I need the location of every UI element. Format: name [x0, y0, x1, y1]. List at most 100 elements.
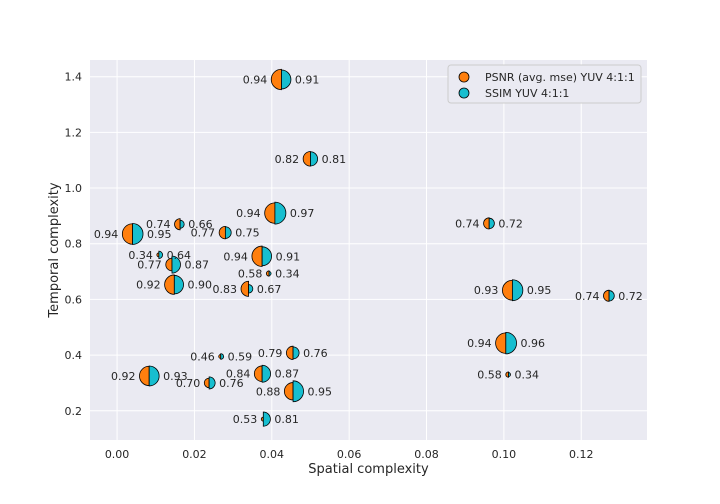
ssim-half-marker	[292, 346, 300, 360]
data-point	[603, 289, 615, 302]
x-tick-label: 0.12	[569, 448, 594, 461]
ssim-half-marker	[171, 255, 181, 274]
legend-psnr-marker	[458, 71, 470, 83]
y-tick-label: 0.8	[65, 238, 83, 251]
ssim-half-marker	[224, 226, 232, 239]
data-point	[240, 280, 254, 297]
ssim-value-label: 0.91	[295, 73, 320, 86]
data-labels: 0.94 0.910.82 0.810.94 0.950.74 0.660.94 0.97…	[94, 73, 643, 426]
ssim-half-marker	[262, 411, 271, 427]
psnr-half-marker	[174, 218, 181, 231]
psnr-half-marker	[139, 365, 150, 387]
x-tick-label: 0.02	[182, 448, 207, 461]
data-point	[260, 411, 271, 427]
ssim-half-marker	[179, 219, 185, 229]
data-point	[218, 353, 224, 360]
psnr-value-label: 0.94	[223, 250, 248, 263]
ssim-value-label: 0.87	[184, 259, 209, 272]
ssim-value-label: 0.81	[274, 413, 299, 426]
psnr-half-marker	[283, 382, 294, 401]
data-point	[502, 279, 524, 302]
legend: PSNR (avg. mse) YUV 4:1:1 SSIM YUV 4:1:1	[447, 64, 642, 104]
ssim-half-marker	[508, 372, 511, 377]
psnr-half-marker	[302, 151, 311, 167]
x-axis-label: Spatial complexity	[308, 462, 429, 477]
ssim-half-marker	[248, 284, 254, 294]
psnr-value-label: 0.58	[238, 268, 263, 281]
ssim-value-label: 0.66	[188, 218, 213, 231]
ssim-value-label: 0.95	[147, 228, 172, 241]
ssim-half-marker	[274, 201, 287, 225]
data-point	[251, 245, 272, 267]
ssim-half-marker	[220, 353, 224, 360]
ssim-half-marker	[158, 250, 163, 259]
data-point	[139, 365, 160, 387]
psnr-half-marker	[505, 371, 509, 378]
x-tick-label: 0.00	[105, 448, 130, 461]
data-markers	[122, 68, 615, 427]
data-point	[283, 380, 304, 403]
ssim-value-label: 0.95	[308, 385, 333, 398]
psnr-half-marker	[122, 223, 133, 245]
y-tick-label: 1.2	[65, 126, 83, 139]
psnr-value-label: 0.94	[94, 228, 119, 241]
psnr-value-label: 0.93	[474, 284, 499, 297]
ssim-half-marker	[608, 290, 615, 302]
psnr-value-label: 0.77	[191, 227, 216, 240]
y-axis-label: Temporal complexity	[47, 182, 62, 318]
psnr-value-label: 0.77	[137, 259, 162, 272]
ssim-value-label: 0.34	[275, 268, 300, 281]
psnr-value-label: 0.53	[233, 413, 258, 426]
ssim-value-label: 0.72	[498, 217, 523, 230]
ssim-half-marker	[310, 151, 318, 167]
ssim-value-label: 0.97	[290, 207, 315, 220]
psnr-value-label: 0.88	[256, 385, 281, 398]
ssim-value-label: 0.72	[618, 290, 643, 303]
psnr-value-label: 0.94	[243, 73, 268, 86]
legend-box	[447, 64, 642, 104]
data-point	[156, 250, 163, 259]
psnr-value-label: 0.94	[467, 337, 492, 350]
data-point	[264, 201, 287, 225]
psnr-value-label: 0.58	[477, 369, 502, 382]
psnr-value-label: 0.92	[136, 279, 161, 292]
ssim-half-marker	[292, 380, 304, 403]
ssim-half-marker	[208, 376, 216, 390]
psnr-half-marker	[264, 202, 276, 224]
psnr-half-marker	[286, 345, 294, 360]
psnr-value-label: 0.46	[190, 350, 215, 363]
psnr-half-marker	[164, 274, 175, 295]
ssim-value-label: 0.93	[163, 370, 188, 383]
ssim-value-label: 0.91	[276, 250, 301, 263]
ssim-value-label: 0.59	[228, 350, 253, 363]
ssim-half-marker	[281, 69, 292, 90]
ssim-half-marker	[511, 279, 524, 302]
y-tick-label: 1.4	[65, 71, 83, 84]
data-point	[254, 364, 271, 383]
ssim-half-marker	[268, 271, 272, 276]
x-tick-label: 0.10	[492, 448, 517, 461]
y-tick-label: 0.4	[65, 349, 83, 362]
data-point	[483, 217, 495, 230]
psnr-value-label: 0.74	[146, 218, 171, 231]
y-tick-label: 0.6	[65, 293, 83, 306]
psnr-half-marker	[254, 365, 263, 382]
psnr-value-label: 0.82	[275, 153, 300, 166]
psnr-value-label: 0.34	[128, 249, 153, 262]
data-point	[270, 68, 292, 91]
ssim-value-label: 0.95	[527, 284, 552, 297]
y-tick-label: 1.0	[65, 182, 83, 195]
tick-labels: 0.00 0.02 0.04 0.06 0.08 0.10 0.12 0.2 0.4 0.6 0.8…	[65, 71, 594, 461]
psnr-value-label: 0.84	[226, 368, 251, 381]
x-tick-label: 0.04	[260, 448, 285, 461]
data-point	[286, 345, 300, 360]
legend-ssim-label: SSIM YUV 4:1:1	[485, 87, 569, 100]
legend-ssim-marker	[458, 87, 470, 99]
ssim-value-label: 0.67	[257, 283, 282, 296]
ssim-half-marker	[132, 223, 144, 245]
data-point	[218, 225, 232, 240]
data-point	[266, 270, 272, 277]
psnr-half-marker	[502, 279, 513, 301]
y-tick-label: 0.2	[65, 405, 83, 418]
x-tick-label: 0.08	[414, 448, 439, 461]
